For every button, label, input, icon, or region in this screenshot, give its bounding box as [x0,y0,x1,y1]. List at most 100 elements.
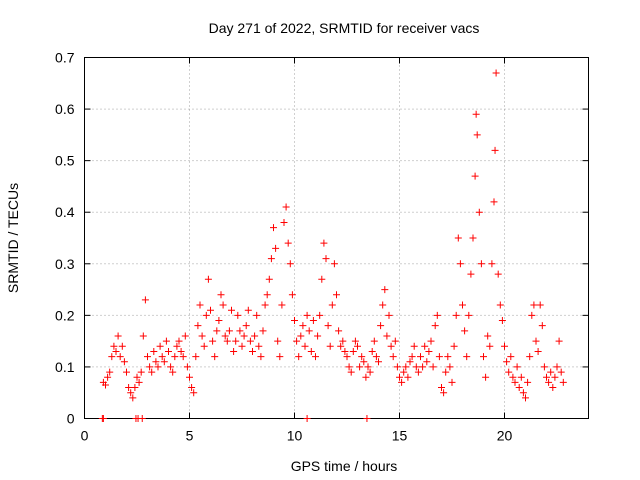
data-point [276,353,284,361]
data-point [261,301,269,309]
data-point [519,389,527,397]
data-point [351,337,359,345]
data-point [442,368,450,376]
data-point [517,373,525,381]
data-point [192,353,200,361]
data-point [435,353,443,361]
data-point [141,296,149,304]
data-point [223,337,231,345]
data-point [316,311,324,319]
data-point [240,332,248,340]
data-point [297,332,305,340]
data-point [274,337,282,345]
data-point [284,239,292,247]
data-point [492,69,500,77]
data-point [538,322,546,330]
data-point [473,131,481,139]
data-point [532,337,540,345]
data-point [322,255,330,263]
data-point [330,260,338,268]
data-point [400,368,408,376]
data-point [120,358,128,366]
data-point [425,347,433,355]
data-point [236,327,244,335]
data-point [496,301,504,309]
data-point [385,311,393,319]
data-point [99,415,107,422]
data-point [547,368,555,376]
data-point [146,363,154,371]
data-point [257,353,265,361]
data-point [339,337,347,345]
data-point [522,394,529,402]
data-point [471,172,479,180]
y-tick-label: 0 [67,411,75,427]
data-point [370,337,378,345]
data-point [167,363,175,371]
data-point [295,353,303,361]
data-point [494,270,502,278]
data-point [333,291,340,299]
data-point [555,337,563,345]
data-point [139,332,147,340]
data-point [181,332,189,340]
data-point [345,363,353,371]
data-point [448,378,456,386]
data-point [213,327,221,335]
data-point [421,342,429,350]
data-point [412,363,420,371]
data-point [160,358,168,366]
data-point [162,337,170,345]
data-point [129,394,137,402]
data-point [230,347,238,355]
data-point [335,327,343,335]
data-point [169,368,177,376]
data-point [211,353,219,361]
data-point [491,146,499,154]
data-point [221,332,229,340]
data-point [114,332,122,340]
data-point [389,353,397,361]
data-point [131,384,139,392]
data-point [393,363,401,371]
data-point [123,368,130,376]
data-point [480,353,487,361]
data-point [267,255,275,263]
data-point [391,337,399,345]
data-point [498,317,506,325]
data-point [312,353,319,361]
data-point [202,311,210,319]
plot-frame [84,57,589,419]
data-point [263,291,271,299]
data-point [104,373,112,381]
data-point [419,363,427,371]
data-point [553,363,561,371]
data-point [456,260,464,268]
data-point [410,342,418,350]
data-point [198,332,206,340]
data-point [280,219,288,227]
data-point [444,353,452,361]
y-tick-label: 0.1 [55,359,75,375]
data-point [194,322,202,330]
data-markers [98,69,567,422]
data-point [102,381,109,389]
data-point [309,317,317,325]
data-point [526,353,534,361]
data-point [513,363,521,371]
data-point [459,301,466,309]
data-point [364,363,372,371]
data-point [286,260,294,268]
data-point [183,363,191,371]
data-point [387,342,395,350]
data-point [356,363,364,371]
data-point [438,384,445,392]
data-point [299,322,307,330]
data-point [423,358,431,366]
data-point [150,347,158,355]
data-point [417,353,424,361]
data-point [354,342,361,350]
data-point [293,337,301,345]
data-point [171,353,179,361]
